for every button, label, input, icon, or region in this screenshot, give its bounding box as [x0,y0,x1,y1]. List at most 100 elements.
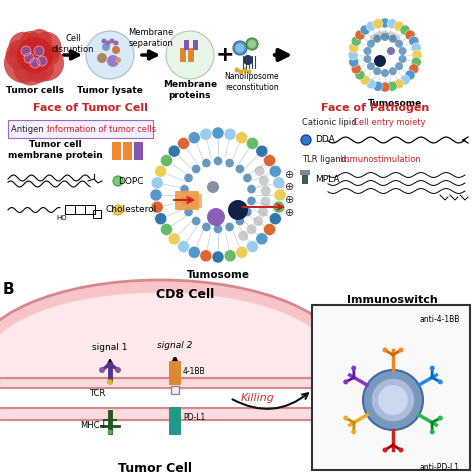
Circle shape [389,35,397,43]
Circle shape [202,222,211,231]
Text: Tumor lysate: Tumor lysate [77,85,143,94]
Circle shape [301,135,311,145]
Circle shape [178,240,190,253]
Circle shape [355,30,365,40]
Circle shape [213,156,222,165]
Circle shape [383,447,388,453]
Circle shape [168,145,180,157]
Circle shape [351,365,356,371]
Circle shape [256,145,268,157]
Circle shape [228,200,248,220]
Bar [112,142,121,160]
Circle shape [395,40,403,48]
Text: 4-1BB: 4-1BB [183,367,206,376]
Circle shape [363,370,423,430]
Circle shape [430,365,435,371]
Circle shape [269,165,281,177]
Circle shape [399,447,403,453]
Text: MPLA: MPLA [315,174,339,183]
Circle shape [115,57,121,63]
Circle shape [248,40,256,48]
Circle shape [370,34,379,43]
Circle shape [366,79,376,89]
Text: CD8 Cell: CD8 Cell [156,289,214,301]
Circle shape [151,201,163,213]
Circle shape [243,55,253,65]
Circle shape [9,32,39,62]
Bar [75,205,85,214]
Circle shape [107,55,119,67]
Circle shape [188,246,201,258]
Circle shape [386,31,395,40]
Circle shape [106,40,110,46]
Text: ⊕: ⊕ [285,208,295,218]
Circle shape [113,205,123,215]
Circle shape [405,70,415,80]
Circle shape [395,62,403,70]
FancyBboxPatch shape [175,191,199,210]
Circle shape [264,155,275,166]
Circle shape [207,208,225,226]
Circle shape [438,416,443,420]
FancyBboxPatch shape [169,361,181,385]
Circle shape [412,50,422,60]
Circle shape [438,379,443,384]
Circle shape [236,132,248,144]
Circle shape [255,166,264,176]
Text: Information of tumor cells: Information of tumor cells [47,125,156,134]
Circle shape [207,181,219,193]
Circle shape [212,251,224,263]
Circle shape [373,81,383,91]
Circle shape [180,184,189,193]
Circle shape [391,34,400,43]
Circle shape [409,36,419,46]
Circle shape [247,196,256,205]
Circle shape [343,416,348,420]
Text: Cell entry moiety: Cell entry moiety [353,118,426,127]
Circle shape [394,21,404,31]
Circle shape [351,429,356,435]
Circle shape [378,385,408,415]
Circle shape [411,43,421,53]
Bar [193,40,198,50]
Circle shape [102,43,110,51]
Circle shape [243,67,247,73]
Circle shape [184,173,193,182]
Text: Antigen :: Antigen : [11,125,52,134]
Circle shape [375,31,384,40]
Circle shape [259,176,269,186]
Circle shape [355,70,365,80]
Circle shape [27,29,52,55]
Bar [171,386,179,394]
Bar [186,194,202,208]
Circle shape [113,40,118,46]
Circle shape [115,367,121,373]
Text: ⊕: ⊕ [285,182,295,192]
Bar [0,380,340,474]
Bar [312,305,470,470]
Text: Tumor cell
membrane protein: Tumor cell membrane protein [8,140,102,160]
Circle shape [21,46,31,56]
Text: TCR: TCR [89,389,105,398]
Circle shape [348,50,358,60]
Text: signal 2: signal 2 [157,340,193,349]
Circle shape [235,67,239,73]
Circle shape [225,222,234,231]
Circle shape [274,189,286,201]
Bar [184,40,189,50]
Circle shape [381,30,390,39]
Circle shape [28,46,64,81]
Circle shape [409,64,419,74]
Circle shape [246,70,252,74]
Ellipse shape [0,405,334,474]
Bar [134,142,143,160]
Text: +: + [216,45,234,65]
Bar [180,48,186,62]
Circle shape [38,44,60,66]
Circle shape [399,47,407,55]
Circle shape [364,55,372,63]
Circle shape [155,213,167,225]
Circle shape [273,201,285,213]
Circle shape [4,44,44,83]
Text: Tumosome: Tumosome [368,99,422,108]
